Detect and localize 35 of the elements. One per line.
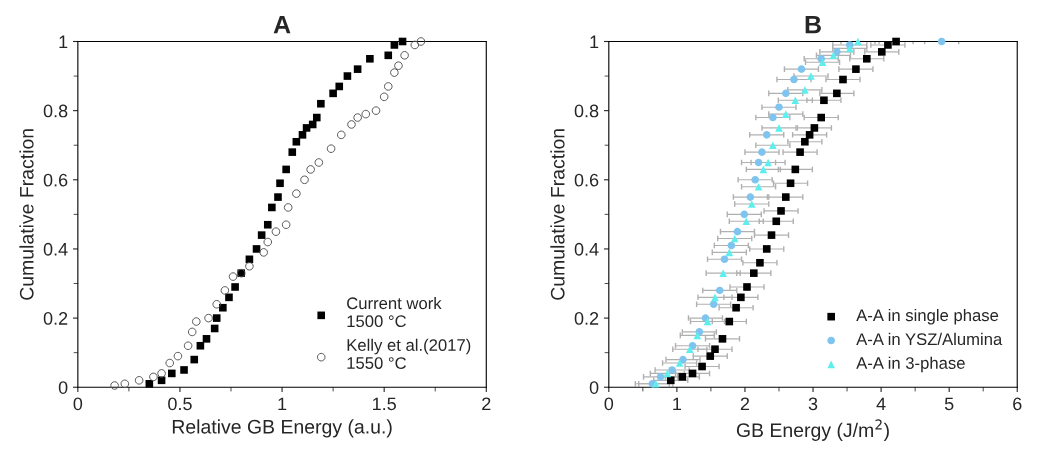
x-tick-label: 1.5 <box>373 397 396 411</box>
y-axis-title: Cumulative Fraction <box>19 129 34 300</box>
legend-label: A-A in single phase <box>856 308 999 325</box>
y-tick-label: 0.8 <box>574 104 599 118</box>
y-axis-title: Cumulative Fraction <box>550 129 565 300</box>
chart-title: B <box>805 15 821 34</box>
legend-label: A-A in YSZ/Alumina <box>856 332 1003 346</box>
x-tick-label: 1 <box>673 397 682 411</box>
x-tick-label: 4 <box>876 397 886 411</box>
legend-label: Current work 1500 °C <box>347 296 442 328</box>
y-tick-label: 0.2 <box>574 312 599 325</box>
y-tick-label: 0 <box>589 381 599 394</box>
y-tick-label: 0.6 <box>43 173 68 187</box>
y-tick-label: 0.6 <box>574 173 599 187</box>
y-tick-label: 0.8 <box>43 104 68 118</box>
y-tick-label: 0.4 <box>574 242 599 256</box>
x-tick-label: 3 <box>808 397 818 411</box>
y-tick-label: 1 <box>590 35 599 49</box>
x-tick-label: 6 <box>1013 397 1022 411</box>
x-tick-label: 5 <box>944 397 954 411</box>
x-tick-label: 0.5 <box>168 397 192 411</box>
y-tick-label: 0.4 <box>43 242 68 256</box>
x-tick-label: 2 <box>740 397 750 411</box>
chart-title: A <box>273 15 291 34</box>
x-axis-title: Relative GB Energy (a.u.) <box>172 419 392 438</box>
x-tick-label: 0 <box>73 397 83 411</box>
x-tick-label: 2 <box>482 397 491 411</box>
x-tick-label: 0 <box>604 397 614 411</box>
x-tick-label: 1 <box>278 397 287 411</box>
y-tick-label: 0 <box>58 381 68 394</box>
x-axis-title: GB Energy (J/m$^{2}$) <box>736 419 889 441</box>
legend-label: Kelly et al.(2017) 1550 °C <box>347 338 471 369</box>
legend-label: A-A in 3-phase <box>856 356 965 373</box>
y-tick-label: 0.2 <box>43 312 68 325</box>
y-tick-label: 1 <box>59 35 68 49</box>
